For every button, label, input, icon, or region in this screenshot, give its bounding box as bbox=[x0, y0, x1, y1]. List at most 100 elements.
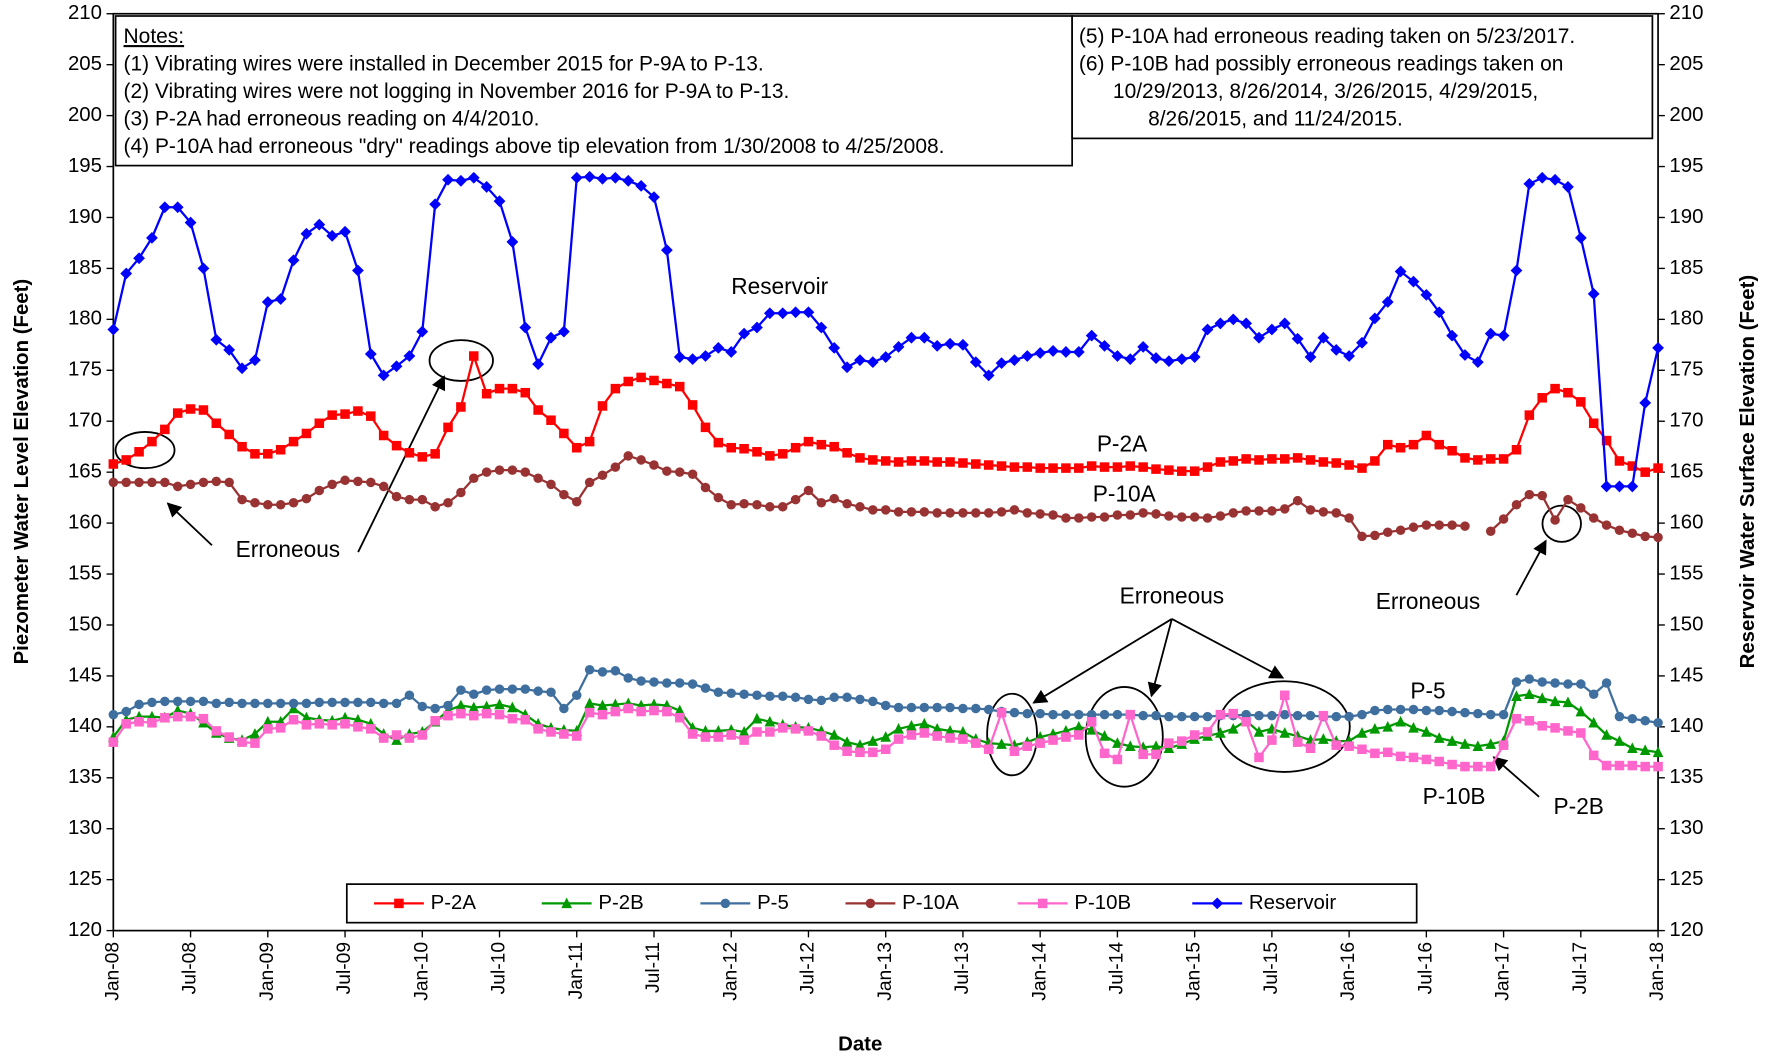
data-point bbox=[700, 732, 711, 742]
data-point bbox=[1215, 709, 1226, 720]
data-point bbox=[1009, 707, 1020, 718]
data-point bbox=[1331, 740, 1342, 750]
data-point bbox=[982, 369, 995, 382]
data-point bbox=[1254, 506, 1264, 516]
data-point bbox=[816, 695, 827, 706]
data-point bbox=[1587, 287, 1600, 300]
data-point bbox=[1370, 456, 1380, 466]
data-point bbox=[430, 449, 440, 459]
data-point bbox=[160, 696, 170, 707]
data-point bbox=[1537, 490, 1547, 501]
data-point bbox=[430, 703, 440, 714]
y-tick-label: 200 bbox=[68, 104, 102, 126]
legend-marker bbox=[720, 898, 731, 909]
data-point bbox=[403, 350, 416, 362]
y2-tick-label: 160 bbox=[1669, 511, 1703, 533]
data-point bbox=[944, 337, 956, 350]
data-point bbox=[918, 717, 930, 729]
data-point bbox=[404, 690, 415, 701]
data-point bbox=[1588, 716, 1600, 728]
data-point bbox=[1524, 715, 1535, 726]
y2-tick-label: 135 bbox=[1669, 766, 1703, 788]
x-tick-label: Jan-13 bbox=[875, 942, 896, 1001]
data-point bbox=[1227, 313, 1240, 326]
x-tick-label: Jul-10 bbox=[489, 942, 510, 994]
notes-box bbox=[1071, 15, 1654, 140]
y-tick-label: 145 bbox=[68, 664, 102, 686]
data-point bbox=[700, 683, 711, 693]
data-point bbox=[945, 702, 955, 713]
data-point bbox=[172, 408, 183, 418]
data-point bbox=[1601, 520, 1612, 530]
data-point bbox=[1021, 350, 1034, 362]
data-point bbox=[1510, 264, 1523, 277]
data-point bbox=[971, 459, 981, 469]
data-point bbox=[1279, 690, 1290, 701]
data-point bbox=[1485, 761, 1496, 772]
data-point bbox=[1357, 463, 1367, 473]
data-point bbox=[481, 388, 492, 399]
data-point bbox=[417, 701, 428, 712]
x-tick-label: Jan-11 bbox=[566, 942, 587, 999]
legend-label: P-2A bbox=[431, 892, 477, 914]
data-point bbox=[673, 351, 686, 363]
data-point bbox=[237, 698, 247, 709]
data-point bbox=[546, 415, 556, 425]
data-point bbox=[546, 479, 556, 490]
data-point bbox=[1279, 504, 1290, 514]
data-point bbox=[1562, 181, 1574, 193]
data-point bbox=[443, 497, 453, 508]
data-point bbox=[480, 181, 493, 193]
data-point bbox=[250, 497, 260, 508]
data-point bbox=[507, 701, 518, 713]
data-point bbox=[828, 341, 841, 354]
data-point bbox=[353, 406, 363, 416]
data-point bbox=[198, 713, 209, 724]
data-point bbox=[1202, 727, 1213, 737]
data-point bbox=[352, 713, 364, 725]
data-point bbox=[623, 376, 634, 387]
data-point bbox=[1357, 744, 1367, 755]
data-point bbox=[674, 678, 685, 688]
data-point bbox=[866, 356, 879, 369]
data-point bbox=[1614, 711, 1625, 722]
data-point bbox=[1177, 711, 1187, 722]
x-tick-label: Jan-09 bbox=[257, 942, 278, 1001]
data-point bbox=[1086, 716, 1097, 727]
data-point bbox=[275, 444, 286, 455]
data-point bbox=[1254, 752, 1264, 763]
notes-box bbox=[114, 15, 1073, 167]
data-point bbox=[739, 689, 749, 700]
annotation: Reservoir bbox=[731, 273, 828, 299]
data-point bbox=[507, 684, 518, 694]
data-point bbox=[1008, 354, 1021, 366]
data-point bbox=[739, 443, 749, 454]
data-point bbox=[893, 722, 904, 734]
data-point bbox=[340, 475, 350, 486]
data-point bbox=[880, 700, 891, 711]
data-point bbox=[674, 704, 686, 716]
data-point bbox=[1151, 749, 1161, 760]
data-point bbox=[674, 467, 685, 477]
data-point bbox=[1344, 741, 1354, 751]
legend-marker bbox=[865, 898, 876, 909]
data-point bbox=[1318, 457, 1329, 467]
data-point bbox=[134, 716, 144, 727]
data-point bbox=[1497, 329, 1510, 342]
note-line: (6) P-10B had possibly erroneous reading… bbox=[1079, 53, 1564, 76]
data-point bbox=[287, 254, 300, 267]
data-point bbox=[584, 707, 595, 718]
data-point bbox=[456, 402, 466, 412]
data-point bbox=[1254, 710, 1264, 721]
arrow bbox=[166, 502, 213, 546]
data-point bbox=[261, 296, 274, 308]
data-point bbox=[224, 477, 234, 488]
y2-tick-label: 200 bbox=[1669, 104, 1703, 126]
data-point bbox=[790, 494, 801, 505]
data-point bbox=[1099, 730, 1110, 741]
data-point bbox=[1035, 463, 1045, 473]
data-point bbox=[752, 500, 762, 510]
data-point bbox=[842, 746, 852, 757]
data-point bbox=[417, 452, 428, 462]
data-point bbox=[1215, 457, 1226, 467]
